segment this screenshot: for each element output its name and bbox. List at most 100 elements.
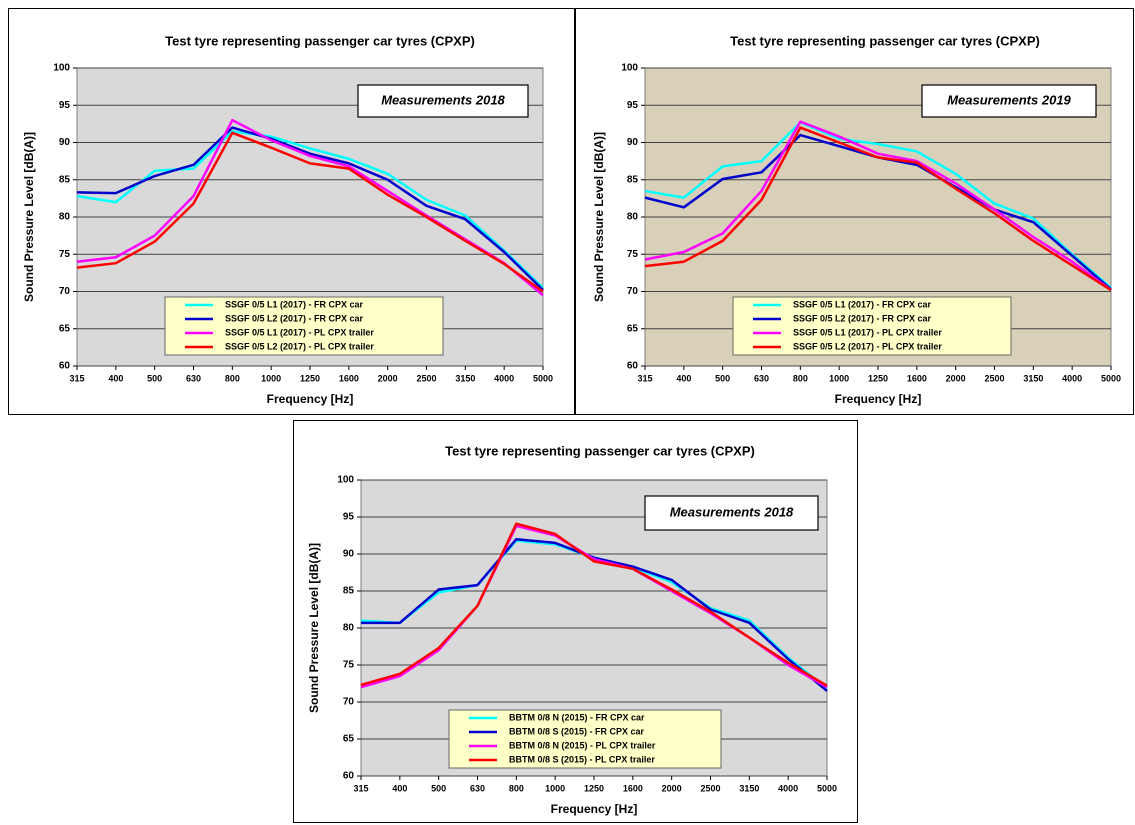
y-tick-label: 100 (621, 63, 638, 74)
x-tick-label: 315 (637, 373, 652, 383)
y-tick-label: 70 (343, 697, 355, 708)
x-tick-label: 800 (793, 373, 808, 383)
series-line (644, 126, 1112, 292)
y-axis-label: Sound Pressure Level [dB(A)] (22, 132, 36, 302)
y-tick-label: 90 (59, 137, 71, 148)
x-tick-label: 3150 (1023, 373, 1043, 383)
annotation-box (357, 84, 529, 118)
x-tick-label: 400 (676, 373, 691, 383)
x-tick-label: 630 (186, 373, 201, 383)
x-tick-label: 2500 (416, 373, 436, 383)
series-line (76, 130, 544, 289)
legend-label: SSGF 0/5 L2 (2017) - PL CPX trailer (225, 341, 374, 351)
chart-title: Test tyre representing passenger car tyr… (730, 33, 1040, 48)
x-axis-label: Frequency [Hz] (551, 802, 638, 816)
x-tick-label: 630 (470, 783, 485, 793)
x-tick-label: 1600 (907, 373, 927, 383)
y-tick-label: 75 (343, 660, 355, 671)
y-tick-label: 75 (627, 249, 639, 260)
y-axis-label: Sound Pressure Level [dB(A)] (307, 543, 321, 713)
legend-box (732, 296, 1012, 356)
y-tick-label: 80 (59, 212, 71, 223)
x-tick-label: 1000 (829, 373, 849, 383)
series-line (360, 522, 828, 687)
x-tick-label: 1600 (623, 783, 643, 793)
x-tick-label: 500 (147, 373, 162, 383)
x-tick-label: 315 (353, 783, 368, 793)
legend-label: SSGF 0/5 L1 (2017) - PL CPX trailer (225, 327, 374, 337)
y-tick-label: 100 (53, 63, 70, 74)
x-tick-label: 4000 (778, 783, 798, 793)
x-tick-label: 5000 (533, 373, 553, 383)
x-tick-label: 3150 (455, 373, 475, 383)
x-tick-label: 800 (225, 373, 240, 383)
x-tick-label: 500 (715, 373, 730, 383)
y-tick-label: 80 (627, 212, 639, 223)
x-tick-label: 630 (754, 373, 769, 383)
legend-label: BBTM 0/8 N (2015) - FR CPX car (509, 712, 645, 722)
legend-label: SSGF 0/5 L1 (2017) - FR CPX car (793, 299, 932, 309)
x-tick-label: 4000 (1062, 373, 1082, 383)
y-tick-label: 75 (59, 249, 71, 260)
series-line (644, 120, 1112, 292)
legend-label: SSGF 0/5 L1 (2017) - FR CPX car (225, 299, 364, 309)
y-tick-label: 95 (343, 512, 355, 523)
y-tick-label: 60 (59, 361, 71, 372)
annotation: Measurements 2018 (381, 92, 505, 107)
legend-label: BBTM 0/8 S (2015) - PL CPX trailer (509, 754, 655, 764)
chart-title: Test tyre representing passenger car tyr… (445, 443, 755, 458)
legend-box (448, 709, 722, 769)
x-tick-label: 2500 (984, 373, 1004, 383)
x-tick-label: 2000 (378, 373, 398, 383)
legend-label: BBTM 0/8 N (2015) - PL CPX trailer (509, 740, 656, 750)
x-tick-label: 1600 (339, 373, 359, 383)
legend-label: SSGF 0/5 L2 (2017) - FR CPX car (225, 313, 364, 323)
x-tick-label: 800 (509, 783, 524, 793)
x-tick-label: 2000 (946, 373, 966, 383)
legend-label: SSGF 0/5 L2 (2017) - FR CPX car (793, 313, 932, 323)
legend-label: SSGF 0/5 L1 (2017) - PL CPX trailer (793, 327, 942, 337)
legend-label: SSGF 0/5 L2 (2017) - PL CPX trailer (793, 341, 942, 351)
x-tick-label: 1250 (300, 373, 320, 383)
x-tick-label: 1250 (584, 783, 604, 793)
x-tick-label: 5000 (817, 783, 837, 793)
annotation-box (921, 84, 1097, 118)
series-line (76, 118, 544, 297)
y-tick-label: 85 (343, 586, 355, 597)
x-tick-label: 5000 (1101, 373, 1121, 383)
y-tick-label: 90 (627, 137, 639, 148)
x-tick-label: 2500 (700, 783, 720, 793)
y-tick-label: 85 (59, 174, 71, 185)
y-tick-label: 60 (343, 771, 355, 782)
legend-box (164, 296, 444, 356)
x-tick-label: 1250 (868, 373, 888, 383)
x-tick-label: 400 (108, 373, 123, 383)
y-tick-label: 65 (343, 734, 355, 745)
y-axis-label: Sound Pressure Level [dB(A)] (592, 132, 606, 302)
y-tick-label: 60 (627, 361, 639, 372)
series-line (76, 126, 544, 291)
y-tick-label: 80 (343, 623, 355, 634)
y-tick-label: 95 (59, 100, 71, 111)
x-tick-label: 2000 (662, 783, 682, 793)
series-line (361, 537, 828, 692)
annotation-box (644, 495, 819, 531)
y-tick-label: 70 (627, 286, 639, 297)
panel-border (293, 420, 858, 823)
x-tick-label: 500 (431, 783, 446, 793)
series-line (76, 131, 544, 293)
panel-border (8, 8, 575, 415)
y-tick-label: 85 (627, 174, 639, 185)
y-tick-label: 100 (337, 475, 354, 486)
y-tick-label: 70 (59, 286, 71, 297)
y-tick-label: 90 (343, 549, 355, 560)
chart-title: Test tyre representing passenger car tyr… (165, 33, 475, 48)
legend-label: BBTM 0/8 S (2015) - FR CPX car (509, 726, 645, 736)
y-tick-label: 65 (627, 323, 639, 334)
annotation: Measurements 2019 (947, 92, 1071, 107)
panel-border (575, 8, 1134, 415)
x-tick-label: 3150 (739, 783, 759, 793)
annotation: Measurements 2018 (670, 504, 794, 519)
y-tick-label: 65 (59, 323, 71, 334)
